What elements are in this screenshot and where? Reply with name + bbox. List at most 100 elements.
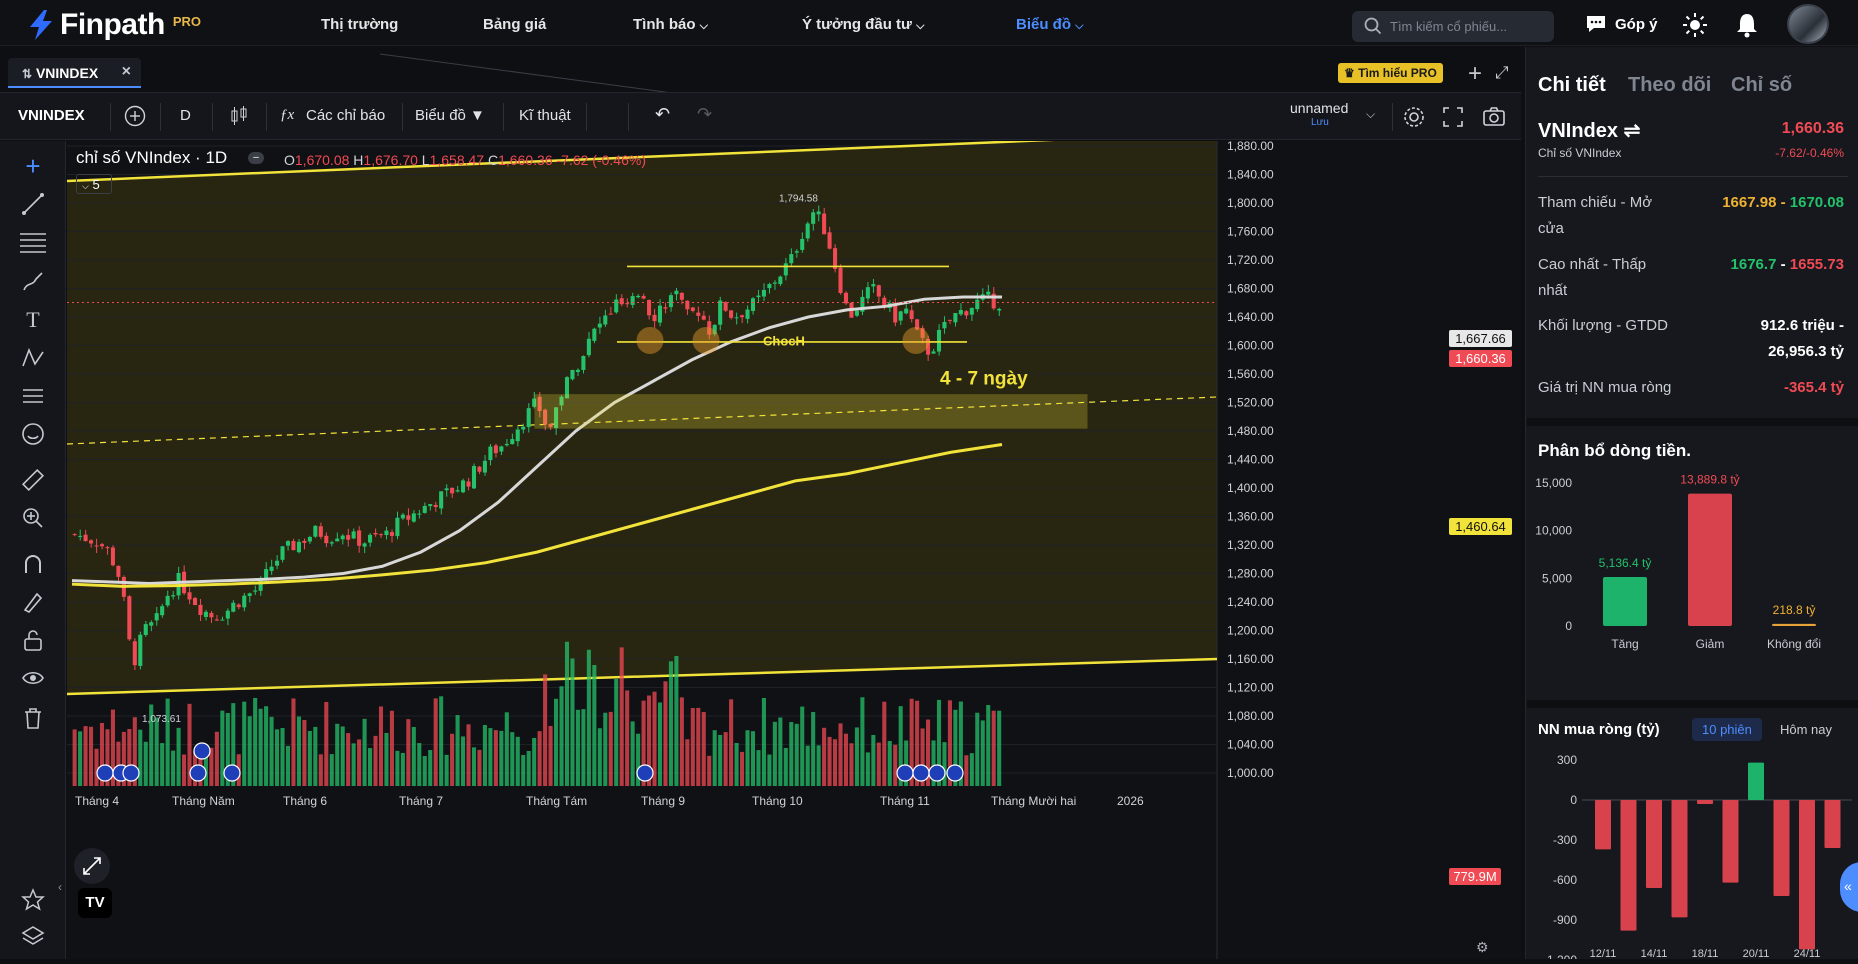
candle-body xyxy=(461,480,466,493)
chevron-down-icon[interactable]: ⌵ xyxy=(1366,107,1376,121)
tab-chi-tiet[interactable]: Chi tiết xyxy=(1538,74,1606,96)
indicators-button[interactable]: Các chỉ báo xyxy=(306,107,386,124)
volume-bar xyxy=(296,716,301,786)
flow-y-tick: 10,000 xyxy=(1535,524,1572,538)
candle-body xyxy=(893,303,898,323)
trash-icon[interactable] xyxy=(18,703,48,733)
legend-minus-icon[interactable]: – xyxy=(248,152,264,164)
candle-body xyxy=(444,488,449,491)
indicator-collapse-button[interactable]: ⌵ 5 xyxy=(76,174,112,194)
magnet-icon[interactable] xyxy=(18,549,48,579)
layout-name[interactable]: unnamed xyxy=(1290,100,1349,116)
chart-settings-icon[interactable]: ⚙ xyxy=(1476,939,1489,955)
prediction-icon[interactable] xyxy=(18,381,48,411)
add-tab-icon[interactable]: + xyxy=(1468,60,1483,87)
volume-bar xyxy=(378,706,384,786)
candle-body xyxy=(362,543,367,547)
nav-bang-gia[interactable]: Bảng giá xyxy=(483,16,547,33)
ruler-icon[interactable] xyxy=(18,465,48,495)
settings-gear-icon[interactable] xyxy=(1402,105,1426,129)
main-chart-area[interactable]: 1,880.00 1,840.00 1,800.00 1,760.00 1,720.00… xyxy=(66,131,1521,959)
candle-body xyxy=(636,295,641,298)
camera-screenshot-icon[interactable] xyxy=(1482,106,1506,128)
expand-arrows-icon[interactable] xyxy=(74,848,110,884)
y-tick-label: 1,360.00 xyxy=(1227,510,1274,524)
candle-body xyxy=(89,540,94,544)
volume-bars xyxy=(72,641,1002,786)
finpath-logo[interactable]: Finpath PRO xyxy=(28,8,201,42)
bell-icon[interactable] xyxy=(1735,12,1759,38)
fib-lines-icon[interactable] xyxy=(18,227,48,257)
tab-chi-so[interactable]: Chỉ số xyxy=(1731,74,1793,96)
y-tick-label: 1,760.00 xyxy=(1227,225,1274,239)
symbol-selector[interactable]: VNINDEX xyxy=(18,107,85,124)
nav-tinh-bao[interactable]: Tình báo ⌵ xyxy=(633,16,708,33)
trend-line-icon[interactable] xyxy=(18,189,48,219)
fullscreen-icon[interactable] xyxy=(1442,106,1464,128)
candle-body xyxy=(521,426,526,430)
feedback-button[interactable]: Góp ý xyxy=(1585,14,1658,34)
candle-body xyxy=(811,212,816,224)
collapse-left-icon[interactable]: ‹ xyxy=(58,880,62,894)
search-input[interactable]: Tìm kiếm cổ phiếu... xyxy=(1352,11,1554,42)
search-icon xyxy=(1364,17,1382,35)
volume-bar xyxy=(909,698,914,786)
technical-button[interactable]: Kĩ thuật xyxy=(519,107,571,124)
unlock-icon[interactable] xyxy=(18,625,48,655)
section-gap xyxy=(1527,418,1858,426)
candle-body xyxy=(909,310,914,320)
volume-bar xyxy=(231,703,236,786)
candle-body xyxy=(477,466,482,472)
undo-icon[interactable]: ↶ xyxy=(655,104,671,124)
favorite-star-icon[interactable] xyxy=(18,885,48,915)
candle-body xyxy=(154,613,159,621)
volume-bar xyxy=(176,727,181,786)
eye-icon[interactable] xyxy=(18,663,48,693)
volume-bar xyxy=(275,729,280,786)
chart-legend: chỉ số VNIndex · 1D xyxy=(76,148,227,168)
text-tool-icon[interactable]: T xyxy=(26,307,40,332)
pattern-icon[interactable] xyxy=(18,343,48,373)
event-marker-icon xyxy=(223,764,241,782)
volume-bar xyxy=(450,733,455,786)
tab-label: VNINDEX xyxy=(35,65,99,81)
nav-thi-truong[interactable]: Thị trường xyxy=(321,16,399,33)
y-tick-label: 1,600.00 xyxy=(1227,339,1274,353)
duration-label: 4 - 7 ngày xyxy=(940,369,1028,390)
user-avatar[interactable] xyxy=(1787,4,1829,44)
candle-body xyxy=(860,296,865,312)
brush-icon[interactable] xyxy=(18,267,48,297)
layers-icon[interactable] xyxy=(18,921,48,951)
interval-selector[interactable]: D xyxy=(180,107,191,124)
theme-sun-icon[interactable] xyxy=(1682,12,1708,38)
learn-pro-badge[interactable]: ♛ Tìm hiểu PRO xyxy=(1338,63,1443,83)
close-icon[interactable]: × xyxy=(121,63,131,80)
tab-10-sessions[interactable]: 10 phiên xyxy=(1692,718,1762,741)
tab-vnindex[interactable]: ⇅ VNINDEX × xyxy=(8,58,141,88)
price-chart[interactable]: 1,880.00 1,840.00 1,800.00 1,760.00 1,720.00… xyxy=(66,131,1521,959)
volume-bar xyxy=(564,641,570,786)
zoom-in-icon[interactable] xyxy=(18,503,48,533)
candlestick-type-icon[interactable] xyxy=(228,105,250,127)
tab-theo-doi[interactable]: Theo dõi xyxy=(1628,74,1712,96)
chart-type-button[interactable]: Biểu đồ ▼ xyxy=(415,107,485,124)
candle-body xyxy=(422,505,427,513)
candle-body xyxy=(406,515,411,520)
volume-bar xyxy=(543,674,548,786)
nav-bieu-do[interactable]: Biểu đồ ⌵ xyxy=(1016,16,1084,33)
crosshair-icon[interactable]: + xyxy=(25,150,41,181)
collapse-panel-icon[interactable]: « xyxy=(1840,862,1858,912)
emoji-icon[interactable] xyxy=(18,419,48,449)
candle-body xyxy=(225,610,230,619)
y-tick-label: 1,520.00 xyxy=(1227,396,1274,410)
volume-bar xyxy=(745,730,750,786)
ma-price-badge: 1,667.66 xyxy=(1449,330,1512,347)
candle-body xyxy=(378,534,384,536)
redo-icon[interactable]: ↷ xyxy=(697,104,713,124)
lock-drawing-icon[interactable] xyxy=(18,587,48,617)
add-symbol-icon[interactable] xyxy=(124,105,146,127)
tab-today[interactable]: Hôm nay xyxy=(1780,722,1833,737)
expand-icon[interactable]: ⤢ xyxy=(1495,63,1509,82)
nav-y-tuong[interactable]: Ý tưởng đầu tư ⌵ xyxy=(802,16,924,33)
channel-bottom-line xyxy=(66,657,1218,696)
